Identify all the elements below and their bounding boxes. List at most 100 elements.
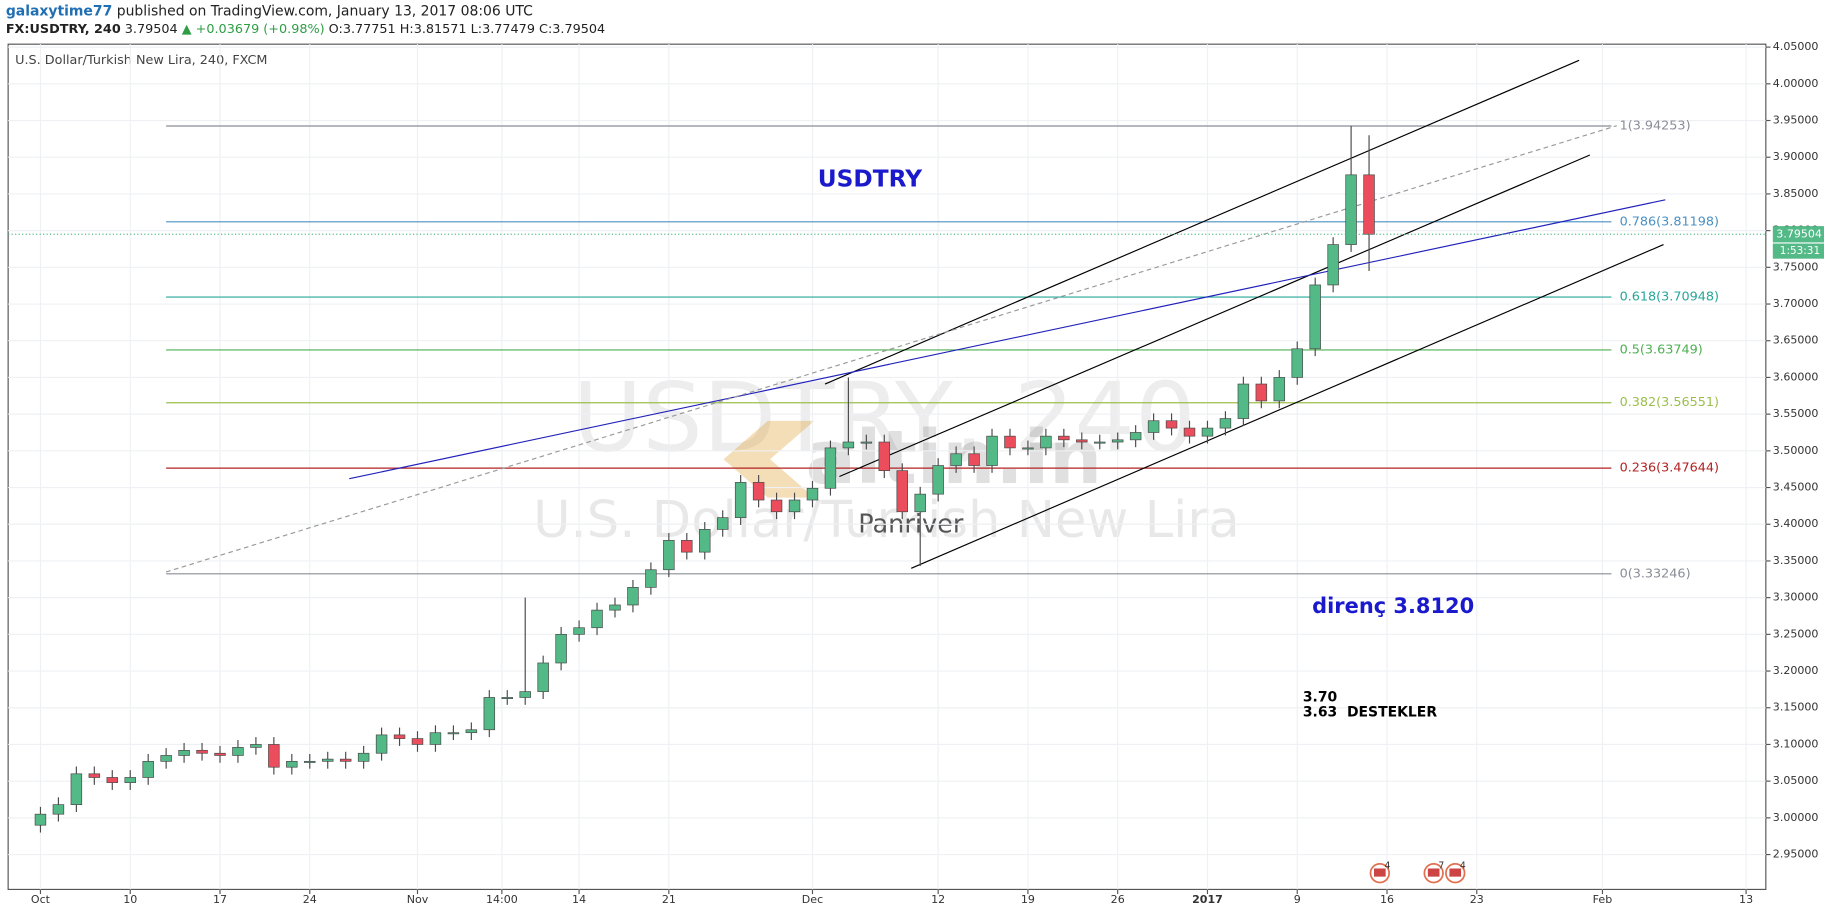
y-tick-label: 3.35000 [1773,554,1819,567]
candle-body [178,749,190,756]
y-tick-label: 3.90000 [1773,150,1819,163]
candle-body [52,804,65,815]
y-tick-label: 3.05000 [1773,774,1819,787]
chart-title: U.S. Dollar/Turkish New Lira, 240, FXCM [15,53,267,68]
candle-body [1165,420,1178,429]
candle-body [860,441,873,444]
candle-body [124,777,136,783]
candle-body [699,529,711,553]
candle-body [1040,435,1052,449]
candle-body [1076,439,1088,443]
candle-body [232,747,244,756]
candle-body [1237,383,1250,419]
y-tick-label: 4.05000 [1773,40,1819,53]
candle-body [1147,420,1160,433]
candle-body [734,482,747,518]
candle-body [483,697,496,731]
candle-body [214,752,226,756]
x-tick-label: 19 [1021,893,1035,906]
fib-label: 0.236(3.47644) [1620,461,1719,476]
y-tick-label: 3.60000 [1773,370,1819,383]
candle-body [1255,383,1268,402]
candle-body [824,447,837,489]
candle-body [321,758,334,762]
candle-body [501,697,513,699]
annotation: 3.63 DESTEKLER [1303,705,1437,721]
candle-body [591,609,603,629]
plot-layer: 2.95000 3.00000 3.05000 3.10000 3.15000 3.200… [8,40,1824,906]
annotation: USDTRY [818,166,923,193]
candle-body [1309,284,1321,350]
y-tick-label: 3.85000 [1773,187,1819,200]
x-tick-label: 9 [1294,893,1301,906]
candle-body [429,732,442,745]
published: published on TradingView.com, January 13… [117,4,533,20]
candle-body [555,633,567,664]
candle-body [1183,427,1196,437]
candle-body [1058,435,1070,441]
candle-body [609,604,621,611]
y-tick-label: 3.75000 [1773,260,1819,273]
candle-body [878,441,891,472]
logo-shape [723,420,815,498]
candle-body [896,470,908,513]
trend-line [910,244,1664,569]
y-tick-label: 3.70000 [1773,297,1819,310]
candle-body [393,734,406,739]
candle-body [1094,441,1106,444]
trend-line [824,59,1580,385]
candle-body [986,435,998,466]
symbol: FX:USDTRY, 240 [6,22,121,37]
fib-label: 0(3.33246) [1620,566,1691,581]
event-flag [1427,868,1440,877]
open: O:3.77751 [329,22,396,37]
candle-body [1219,418,1232,429]
low: L:3.77479 [471,22,535,37]
candle-body [196,749,208,754]
candle-body [752,482,765,501]
candle-body [681,540,693,553]
x-tick-label: 26 [1111,893,1125,906]
event-flag [1449,868,1462,877]
candle-body [286,760,298,768]
x-tick-label: Oct [31,893,51,906]
header-line-1: galaxytime77 published on TradingView.co… [6,4,533,20]
candle-body [339,758,352,762]
y-tick-label: 3.30000 [1773,591,1819,604]
candle-body [932,465,944,495]
candle-body [1111,439,1124,443]
candle-body [160,755,172,762]
candle-body [465,729,478,734]
trend-line [839,154,1591,478]
y-tick-label: 3.65000 [1773,334,1819,347]
event-label: 4 [1384,861,1390,872]
close: C:3.79504 [539,22,605,37]
event-flag [1374,868,1386,877]
candle-body [34,813,47,826]
candle-body [842,441,855,449]
price-tag [1772,226,1824,243]
event-label: 4 [1460,861,1466,872]
candle-body [304,760,316,763]
y-tick-label: 3.15000 [1773,701,1819,714]
candle-body [106,777,119,783]
y-tick-label: 3.10000 [1773,737,1819,750]
candle-body [1022,447,1034,450]
countdown-label: 1:53:31 [1780,245,1820,257]
trend-line [349,199,1666,480]
x-tick-label: 14:00 [486,893,518,906]
price: 3.79504 [125,22,178,37]
change: ▲ +0.03679 (+0.98%) [182,22,325,37]
y-tick-label: 3.20000 [1773,664,1819,677]
candle-body [142,760,154,778]
candle-body [1129,432,1142,441]
candle-body [519,691,531,698]
candle-body [411,738,424,745]
y-tick-label: 3.40000 [1773,517,1819,530]
candle-body [1291,348,1303,378]
candle-body [250,744,262,748]
candle-body [573,627,585,635]
candle-body [375,734,388,754]
candle-body [357,752,370,762]
